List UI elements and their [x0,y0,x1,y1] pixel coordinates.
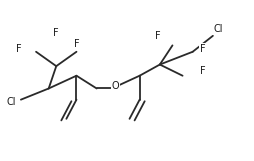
Text: F: F [53,28,59,38]
Text: O: O [112,81,119,91]
Text: F: F [200,66,205,76]
Text: F: F [15,44,21,54]
Text: F: F [200,44,205,54]
Text: Cl: Cl [213,24,223,34]
Text: F: F [154,31,160,41]
Text: F: F [74,39,79,49]
Text: Cl: Cl [6,97,15,107]
